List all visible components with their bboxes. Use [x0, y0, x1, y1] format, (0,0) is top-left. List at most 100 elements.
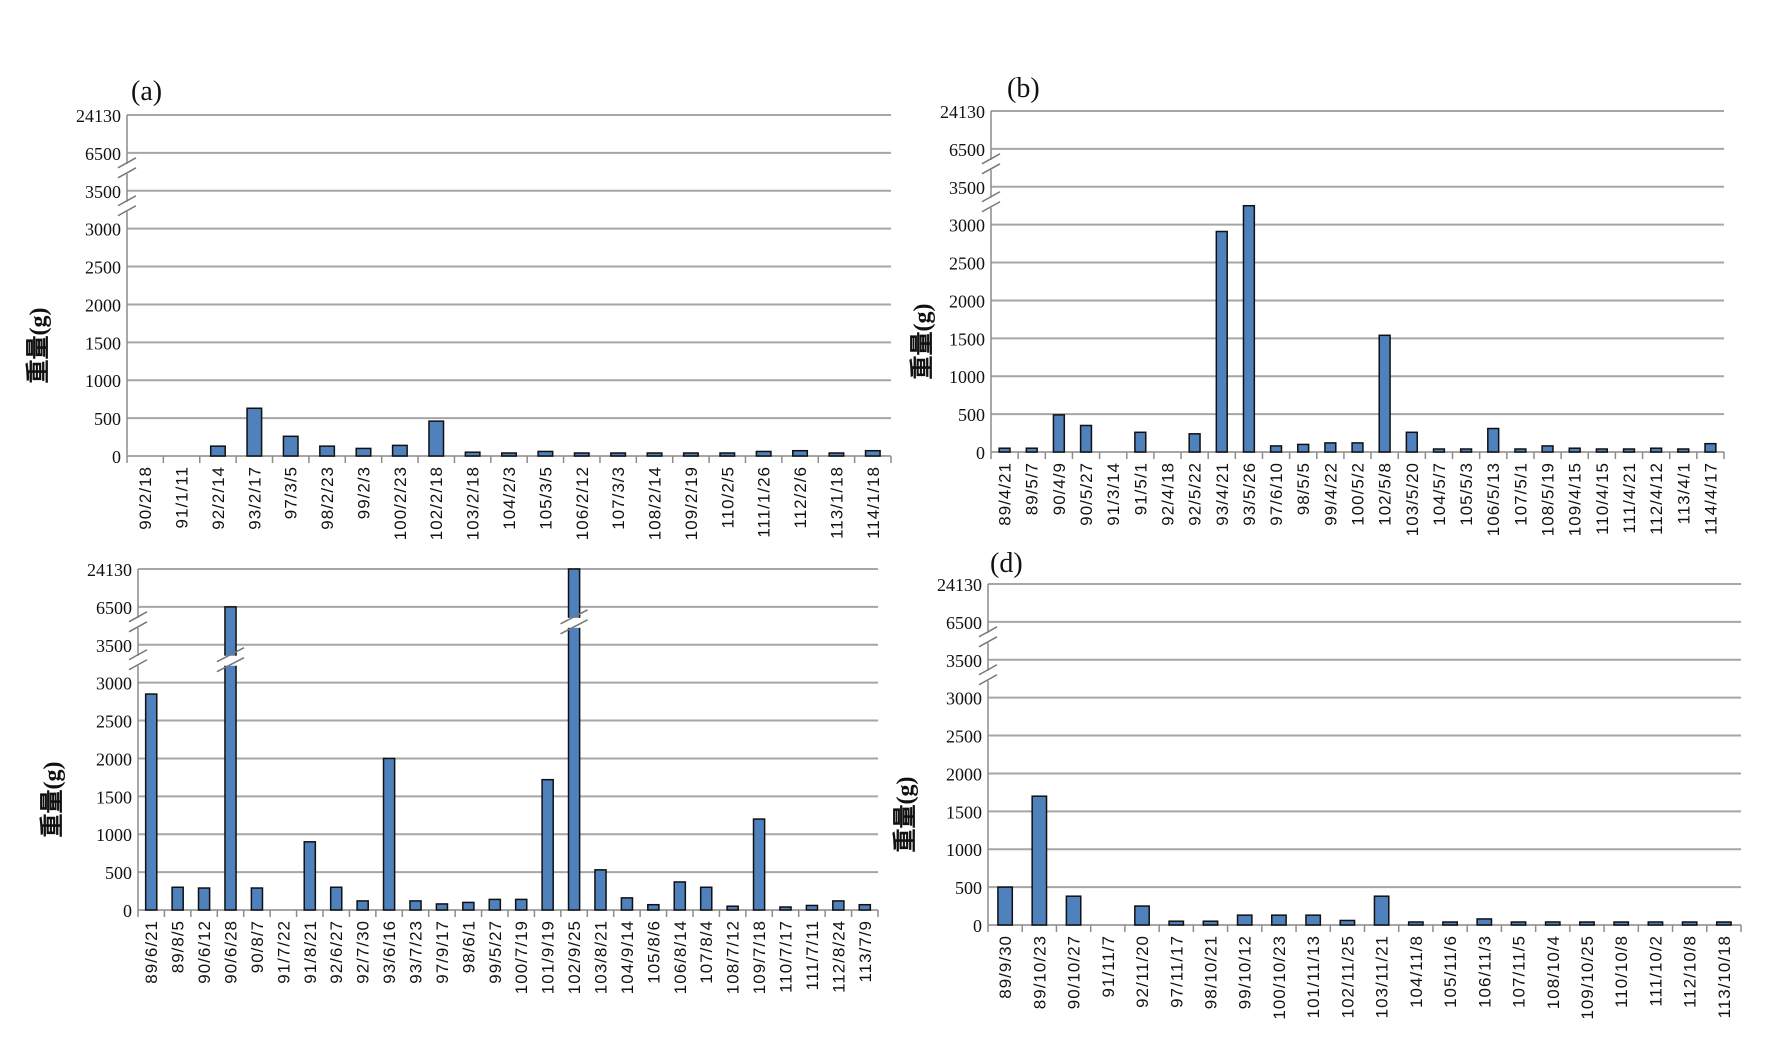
axis-break-gap	[983, 159, 999, 170]
y-tick-label: 3500	[85, 182, 121, 202]
x-tick-label: 98/6/1	[459, 920, 478, 973]
x-tick-label: 109/7/18	[750, 920, 769, 994]
x-tick-label: 99/2/3	[354, 466, 373, 519]
bar	[1134, 431, 1147, 453]
x-tick-label: 104/11/8	[1407, 935, 1426, 1008]
axis-break-mark	[978, 664, 998, 686]
y-tick-label: 3500	[949, 178, 985, 198]
bar	[1681, 921, 1698, 926]
bar	[541, 778, 554, 911]
x-tick-label: 101/11/13	[1304, 935, 1323, 1018]
y-tick-label: 3000	[85, 220, 121, 240]
x-tick-label: 110/7/17	[777, 920, 796, 993]
x-tick-label: 108/7/12	[724, 920, 743, 994]
x-tick-label: 92/7/30	[354, 920, 373, 984]
bar	[1188, 433, 1201, 453]
bar	[828, 452, 845, 457]
bar	[246, 407, 263, 457]
x-tick-label: 91/7/22	[274, 920, 293, 984]
y-tick-label: 0	[123, 901, 132, 921]
bar	[699, 886, 713, 911]
bar	[391, 444, 408, 457]
y-tick-label: 500	[958, 405, 985, 425]
bar	[435, 903, 449, 911]
x-tick-label: 105/3/5	[536, 466, 555, 530]
bar	[537, 450, 554, 457]
y-tick-label: 6500	[96, 598, 132, 618]
y-tick-label: 1500	[949, 329, 985, 349]
x-tick-label: 106/11/3	[1475, 935, 1494, 1008]
y-tick-label: 1000	[96, 825, 132, 845]
bar	[1052, 414, 1066, 453]
bar	[594, 869, 607, 911]
y-axis-label: 重量(g)	[892, 777, 919, 853]
x-tick-label: 97/3/5	[282, 466, 301, 519]
axis-break-gap	[980, 670, 996, 681]
bar	[514, 898, 528, 911]
bar	[1168, 920, 1185, 926]
x-tick-label: 102/2/18	[427, 466, 446, 540]
bar	[610, 452, 627, 457]
bar	[832, 900, 845, 911]
bar	[647, 903, 660, 911]
bar	[682, 452, 699, 457]
bar	[858, 903, 872, 911]
bar	[382, 757, 396, 911]
bar	[1031, 795, 1048, 926]
y-tick-label: 24130	[937, 575, 982, 595]
y-tick-label: 0	[973, 916, 982, 936]
x-tick-label: 107/11/5	[1510, 935, 1529, 1008]
x-tick-label: 92/5/22	[1186, 462, 1205, 526]
y-tick-label: 2500	[96, 712, 132, 732]
y-tick-label: 2500	[946, 727, 982, 747]
bar	[1595, 448, 1609, 453]
x-tick-label: 109/2/19	[682, 466, 701, 540]
bar	[1649, 447, 1663, 453]
x-tick-label: 110/10/8	[1612, 935, 1631, 1008]
bar	[1202, 920, 1219, 926]
x-tick-label: 103/5/20	[1403, 462, 1422, 536]
bar	[1297, 443, 1310, 453]
axis-break-mark	[981, 153, 1001, 175]
x-tick-label: 104/9/14	[618, 920, 637, 994]
chart-panel-4: 0 500 1000 1500 2000 2500 3000 3500 6500 24130 89/…	[892, 548, 1742, 1020]
axis-break-gap	[983, 197, 999, 208]
bar	[1269, 445, 1283, 453]
bar	[356, 900, 369, 911]
bar	[282, 435, 299, 457]
x-tick-label: 113/10/18	[1715, 935, 1734, 1018]
bar	[1459, 448, 1473, 453]
bar	[997, 886, 1014, 926]
y-tick-label: 2000	[96, 749, 132, 769]
x-tick-label: 114/1/18	[864, 466, 883, 539]
x-tick-label: 105/8/6	[644, 920, 663, 984]
x-tick-label: 110/2/5	[718, 466, 737, 528]
y-tick-label: 1000	[949, 367, 985, 387]
bar	[1242, 204, 1256, 453]
y-tick-label: 3000	[949, 216, 985, 236]
x-tick-label: 89/5/7	[1023, 462, 1042, 515]
bar	[319, 445, 336, 457]
bar	[464, 451, 481, 457]
bar-break-mark	[216, 647, 245, 673]
axis-break-gap	[130, 655, 146, 666]
x-tick-label: 89/6/21	[142, 920, 161, 984]
axis-break-gap	[130, 617, 146, 628]
bar	[1339, 919, 1356, 926]
x-tick-label: 99/4/22	[1321, 462, 1340, 526]
x-tick-label: 110/4/15	[1593, 462, 1612, 535]
y-tick-label: 0	[112, 447, 121, 467]
axis-break-mark	[128, 611, 148, 633]
bar	[355, 447, 372, 457]
x-tick-label: 90/10/27	[1065, 935, 1084, 1009]
x-tick-label: 103/11/21	[1373, 935, 1392, 1018]
x-tick-label: 91/8/21	[301, 920, 320, 984]
bar	[864, 449, 881, 457]
y-tick-label: 2500	[85, 258, 121, 278]
x-tick-label: 113/7/9	[856, 920, 875, 982]
y-tick-label: 6500	[85, 144, 121, 164]
bar	[1079, 424, 1093, 453]
x-tick-label: 109/4/15	[1566, 462, 1585, 536]
x-tick-label: 90/6/12	[195, 920, 214, 984]
x-tick-label: 112/8/24	[829, 920, 848, 993]
